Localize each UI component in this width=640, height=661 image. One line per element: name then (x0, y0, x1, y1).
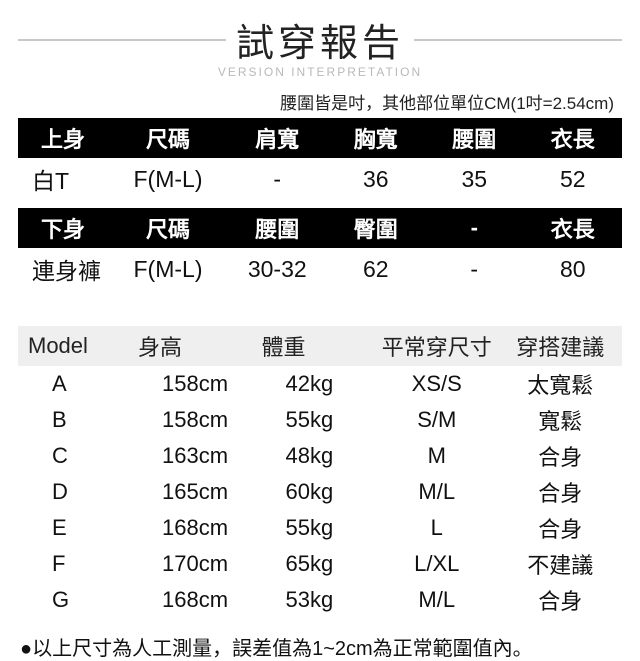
cell-chest: 36 (327, 158, 426, 200)
th-waist: 腰圍 (425, 118, 524, 158)
table-row: D165cm60kgM/L合身 (18, 474, 622, 510)
cell-length: 80 (524, 248, 623, 290)
table-header-row: Model 身高 體重 平常穿尺寸 穿搭建議 (18, 326, 622, 366)
table-row: 連身褲 F(M-L) 30-32 62 - 80 (18, 248, 622, 290)
table-row: E168cm55kgL合身 (18, 510, 622, 546)
th-hip: 臀圍 (327, 208, 426, 248)
cell-model-id: F (18, 546, 128, 582)
cell-weight: 55kg (252, 402, 376, 438)
cell-usual: L/XL (375, 546, 499, 582)
th-model: Model (18, 326, 128, 366)
th-part: 上身 (18, 118, 108, 158)
page-title: 試穿報告 (236, 12, 404, 67)
cell-height: 165cm (128, 474, 252, 510)
table-row: B158cm55kgS/M寬鬆 (18, 402, 622, 438)
cell-advice: 合身 (499, 474, 623, 510)
cell-weight: 65kg (252, 546, 376, 582)
th-usual: 平常穿尺寸 (375, 326, 499, 366)
cell-model-id: D (18, 474, 128, 510)
th-size: 尺碼 (108, 118, 228, 158)
cell-name: 連身褲 (18, 248, 108, 290)
cell-name: 白T (18, 158, 108, 200)
cell-length: 52 (524, 158, 623, 200)
table-row: C163cm48kgM合身 (18, 438, 622, 474)
cell-model-id: C (18, 438, 128, 474)
title-row: 試穿報告 (18, 12, 622, 67)
cell-height: 168cm (128, 582, 252, 618)
cell-shoulder: - (228, 158, 327, 200)
cell-advice: 合身 (499, 582, 623, 618)
cell-usual: M (375, 438, 499, 474)
cell-advice: 太寬鬆 (499, 366, 623, 402)
page-subtitle: VERSION INTERPRETATION (18, 65, 622, 79)
cell-model-id: B (18, 402, 128, 438)
cell-weight: 55kg (252, 510, 376, 546)
footnote: ●以上尺寸為人工測量，誤差值為1~2cm為正常範圍值內。 (18, 632, 622, 661)
cell-model-id: G (18, 582, 128, 618)
unit-note: 腰圍皆是吋，其他部位單位CM(1吋=2.54cm) (18, 89, 622, 114)
cell-size: F(M-L) (108, 158, 228, 200)
cell-waist: 35 (425, 158, 524, 200)
cell-height: 163cm (128, 438, 252, 474)
table-header-row: 下身 尺碼 腰圍 臀圍 - 衣長 (18, 208, 622, 248)
cell-weight: 60kg (252, 474, 376, 510)
th-height: 身高 (128, 326, 252, 366)
cell-advice: 不建議 (499, 546, 623, 582)
table-row: A158cm42kgXS/S太寬鬆 (18, 366, 622, 402)
cell-usual: M/L (375, 474, 499, 510)
th-waist: 腰圍 (228, 208, 327, 248)
cell-model-id: E (18, 510, 128, 546)
cell-usual: M/L (375, 582, 499, 618)
cell-usual: L (375, 510, 499, 546)
th-length: 衣長 (524, 208, 623, 248)
cell-hip: 62 (327, 248, 426, 290)
cell-height: 168cm (128, 510, 252, 546)
rule-right (414, 39, 622, 41)
cell-usual: XS/S (375, 366, 499, 402)
top-size-table: 上身 尺碼 肩寬 胸寬 腰圍 衣長 白T F(M-L) - 36 35 52 (18, 118, 622, 200)
th-weight: 體重 (252, 326, 376, 366)
cell-weight: 42kg (252, 366, 376, 402)
cell-advice: 合身 (499, 510, 623, 546)
cell-weight: 48kg (252, 438, 376, 474)
th-length: 衣長 (524, 118, 623, 158)
th-chest: 胸寬 (327, 118, 426, 158)
bottom-size-table: 下身 尺碼 腰圍 臀圍 - 衣長 連身褲 F(M-L) 30-32 62 - 8… (18, 208, 622, 290)
cell-height: 158cm (128, 366, 252, 402)
th-advice: 穿搭建議 (499, 326, 623, 366)
cell-model-id: A (18, 366, 128, 402)
cell-waist: 30-32 (228, 248, 327, 290)
th-blank: - (425, 208, 524, 248)
table-header-row: 上身 尺碼 肩寬 胸寬 腰圍 衣長 (18, 118, 622, 158)
table-row: G168cm53kgM/L合身 (18, 582, 622, 618)
th-part: 下身 (18, 208, 108, 248)
table-row: 白T F(M-L) - 36 35 52 (18, 158, 622, 200)
th-size: 尺碼 (108, 208, 228, 248)
th-shoulder: 肩寬 (228, 118, 327, 158)
cell-size: F(M-L) (108, 248, 228, 290)
cell-height: 158cm (128, 402, 252, 438)
cell-advice: 寬鬆 (499, 402, 623, 438)
rule-left (18, 39, 226, 41)
model-table: Model 身高 體重 平常穿尺寸 穿搭建議 A158cm42kgXS/S太寬鬆… (18, 326, 622, 618)
table-row: F170cm65kgL/XL不建議 (18, 546, 622, 582)
cell-height: 170cm (128, 546, 252, 582)
cell-usual: S/M (375, 402, 499, 438)
cell-blank: - (425, 248, 524, 290)
cell-advice: 合身 (499, 438, 623, 474)
cell-weight: 53kg (252, 582, 376, 618)
